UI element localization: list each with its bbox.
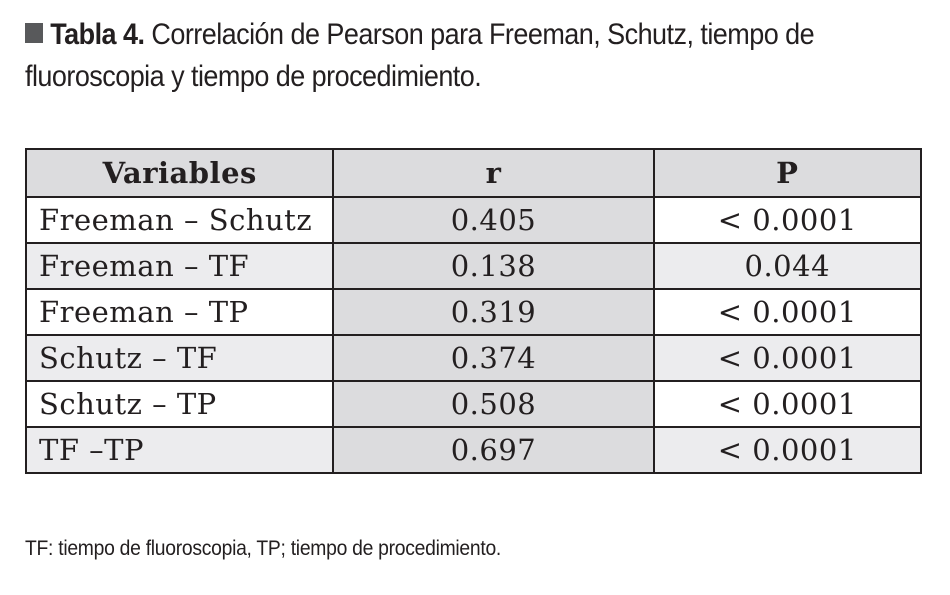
cell-r: 0.374 bbox=[332, 334, 655, 382]
table-row: Schutz – TF 0.374 < 0.0001 bbox=[24, 334, 923, 382]
cell-p: < 0.0001 bbox=[652, 334, 923, 382]
caption-title-line-2: fluoroscopia y tiempo de procedimiento. bbox=[25, 60, 482, 93]
cell-p: < 0.0001 bbox=[652, 288, 923, 336]
cell-variables: Schutz – TP bbox=[24, 380, 335, 428]
cell-r: 0.319 bbox=[332, 288, 655, 336]
caption-title-line-1: Correlación de Pearson para Freeman, Sch… bbox=[151, 18, 815, 51]
table-row: Freeman – TP 0.319 < 0.0001 bbox=[24, 288, 923, 336]
cell-r: 0.508 bbox=[332, 380, 655, 428]
cell-p: < 0.0001 bbox=[652, 196, 923, 244]
table-row: Freeman – TF 0.138 0.044 bbox=[24, 242, 923, 290]
cell-p: < 0.0001 bbox=[652, 426, 923, 474]
correlation-table: Variables r P Freeman – Schutz 0.405 < 0… bbox=[24, 148, 923, 474]
cell-variables: Freeman – TP bbox=[24, 288, 335, 336]
cell-r: 0.405 bbox=[332, 196, 655, 244]
header-p: P bbox=[652, 148, 923, 198]
cell-p: < 0.0001 bbox=[652, 380, 923, 428]
cell-variables: TF –TP bbox=[24, 426, 335, 474]
header-variables: Variables bbox=[24, 148, 335, 198]
square-bullet-icon bbox=[25, 23, 43, 43]
cell-variables: Freeman – Schutz bbox=[24, 196, 335, 244]
caption-line-1: Tabla 4. Correlación de Pearson para Fre… bbox=[25, 14, 835, 56]
table-row: Schutz – TP 0.508 < 0.0001 bbox=[24, 380, 923, 428]
table-caption: Tabla 4. Correlación de Pearson para Fre… bbox=[25, 14, 835, 98]
caption-label: Tabla 4. bbox=[50, 18, 145, 51]
cell-p: 0.044 bbox=[652, 242, 923, 290]
table-row: TF –TP 0.697 < 0.0001 bbox=[24, 426, 923, 474]
header-r: r bbox=[332, 148, 655, 198]
cell-variables: Freeman – TF bbox=[24, 242, 335, 290]
cell-r: 0.138 bbox=[332, 242, 655, 290]
table-header-row: Variables r P bbox=[24, 148, 923, 198]
cell-r: 0.697 bbox=[332, 426, 655, 474]
table-row: Freeman – Schutz 0.405 < 0.0001 bbox=[24, 196, 923, 244]
table-footnote: TF: tiempo de fluoroscopia, TP; tiempo d… bbox=[25, 537, 502, 560]
cell-variables: Schutz – TF bbox=[24, 334, 335, 382]
